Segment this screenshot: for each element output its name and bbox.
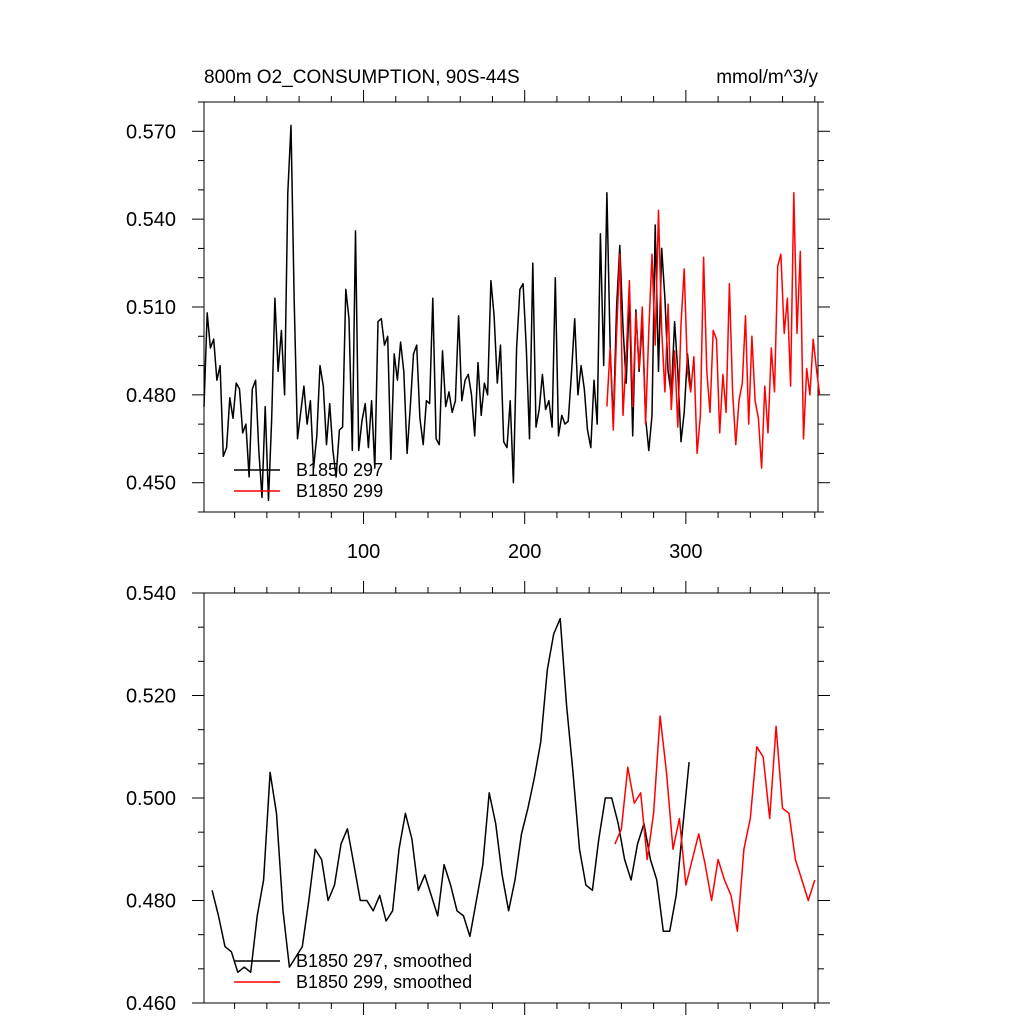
y-tick-label: 0.570 [126,121,176,143]
chart-units: mmol/m^3/y [716,67,818,88]
x-tick-label: 100 [347,541,380,563]
y-tick-label: 0.500 [126,788,176,810]
bottom-axis-ticks: 0.460 0.480 0.500 0.520 0.540 [126,581,830,1015]
legend-label: B1850 299, smoothed [296,972,472,992]
series-line-b1850-297 [203,124,692,502]
legend-label: B1850 297 [296,460,383,480]
top-plot-frame [203,101,819,513]
bottom-series-lines [211,617,816,974]
series-line-b1850-299 [606,192,821,469]
top-panel: 800m O2_CONSUMPTION, 90S-44S mmol/m^3/y … [126,67,830,563]
chart-title: 800m O2_CONSUMPTION, 90S-44S [204,67,520,88]
top-axis-ticks: 100 200 300 0.450 0.480 0.510 0.540 0.570 [126,90,830,563]
series-line-b1850-297 [211,617,690,974]
y-tick-label: 0.510 [126,297,176,319]
y-tick-label: 0.450 [126,473,176,495]
y-tick-label: 0.520 [126,686,176,708]
y-tick-label: 0.480 [126,891,176,913]
series-line-b1850-299 [614,715,816,933]
x-tick-label: 300 [669,541,702,563]
bottom-panel: 0.460 0.480 0.500 0.520 0.540 B1850 297, smo… [126,581,830,1015]
y-tick-label: 0.540 [126,583,176,605]
y-tick-label: 0.480 [126,385,176,407]
y-tick-label: 0.540 [126,209,176,231]
bottom-plot-frame [203,592,819,1004]
legend-label: B1850 297, smoothed [296,951,472,971]
y-tick-label: 0.460 [126,993,176,1015]
x-tick-label: 200 [508,541,541,563]
legend-label: B1850 299 [296,481,383,501]
top-series-lines [203,124,821,502]
